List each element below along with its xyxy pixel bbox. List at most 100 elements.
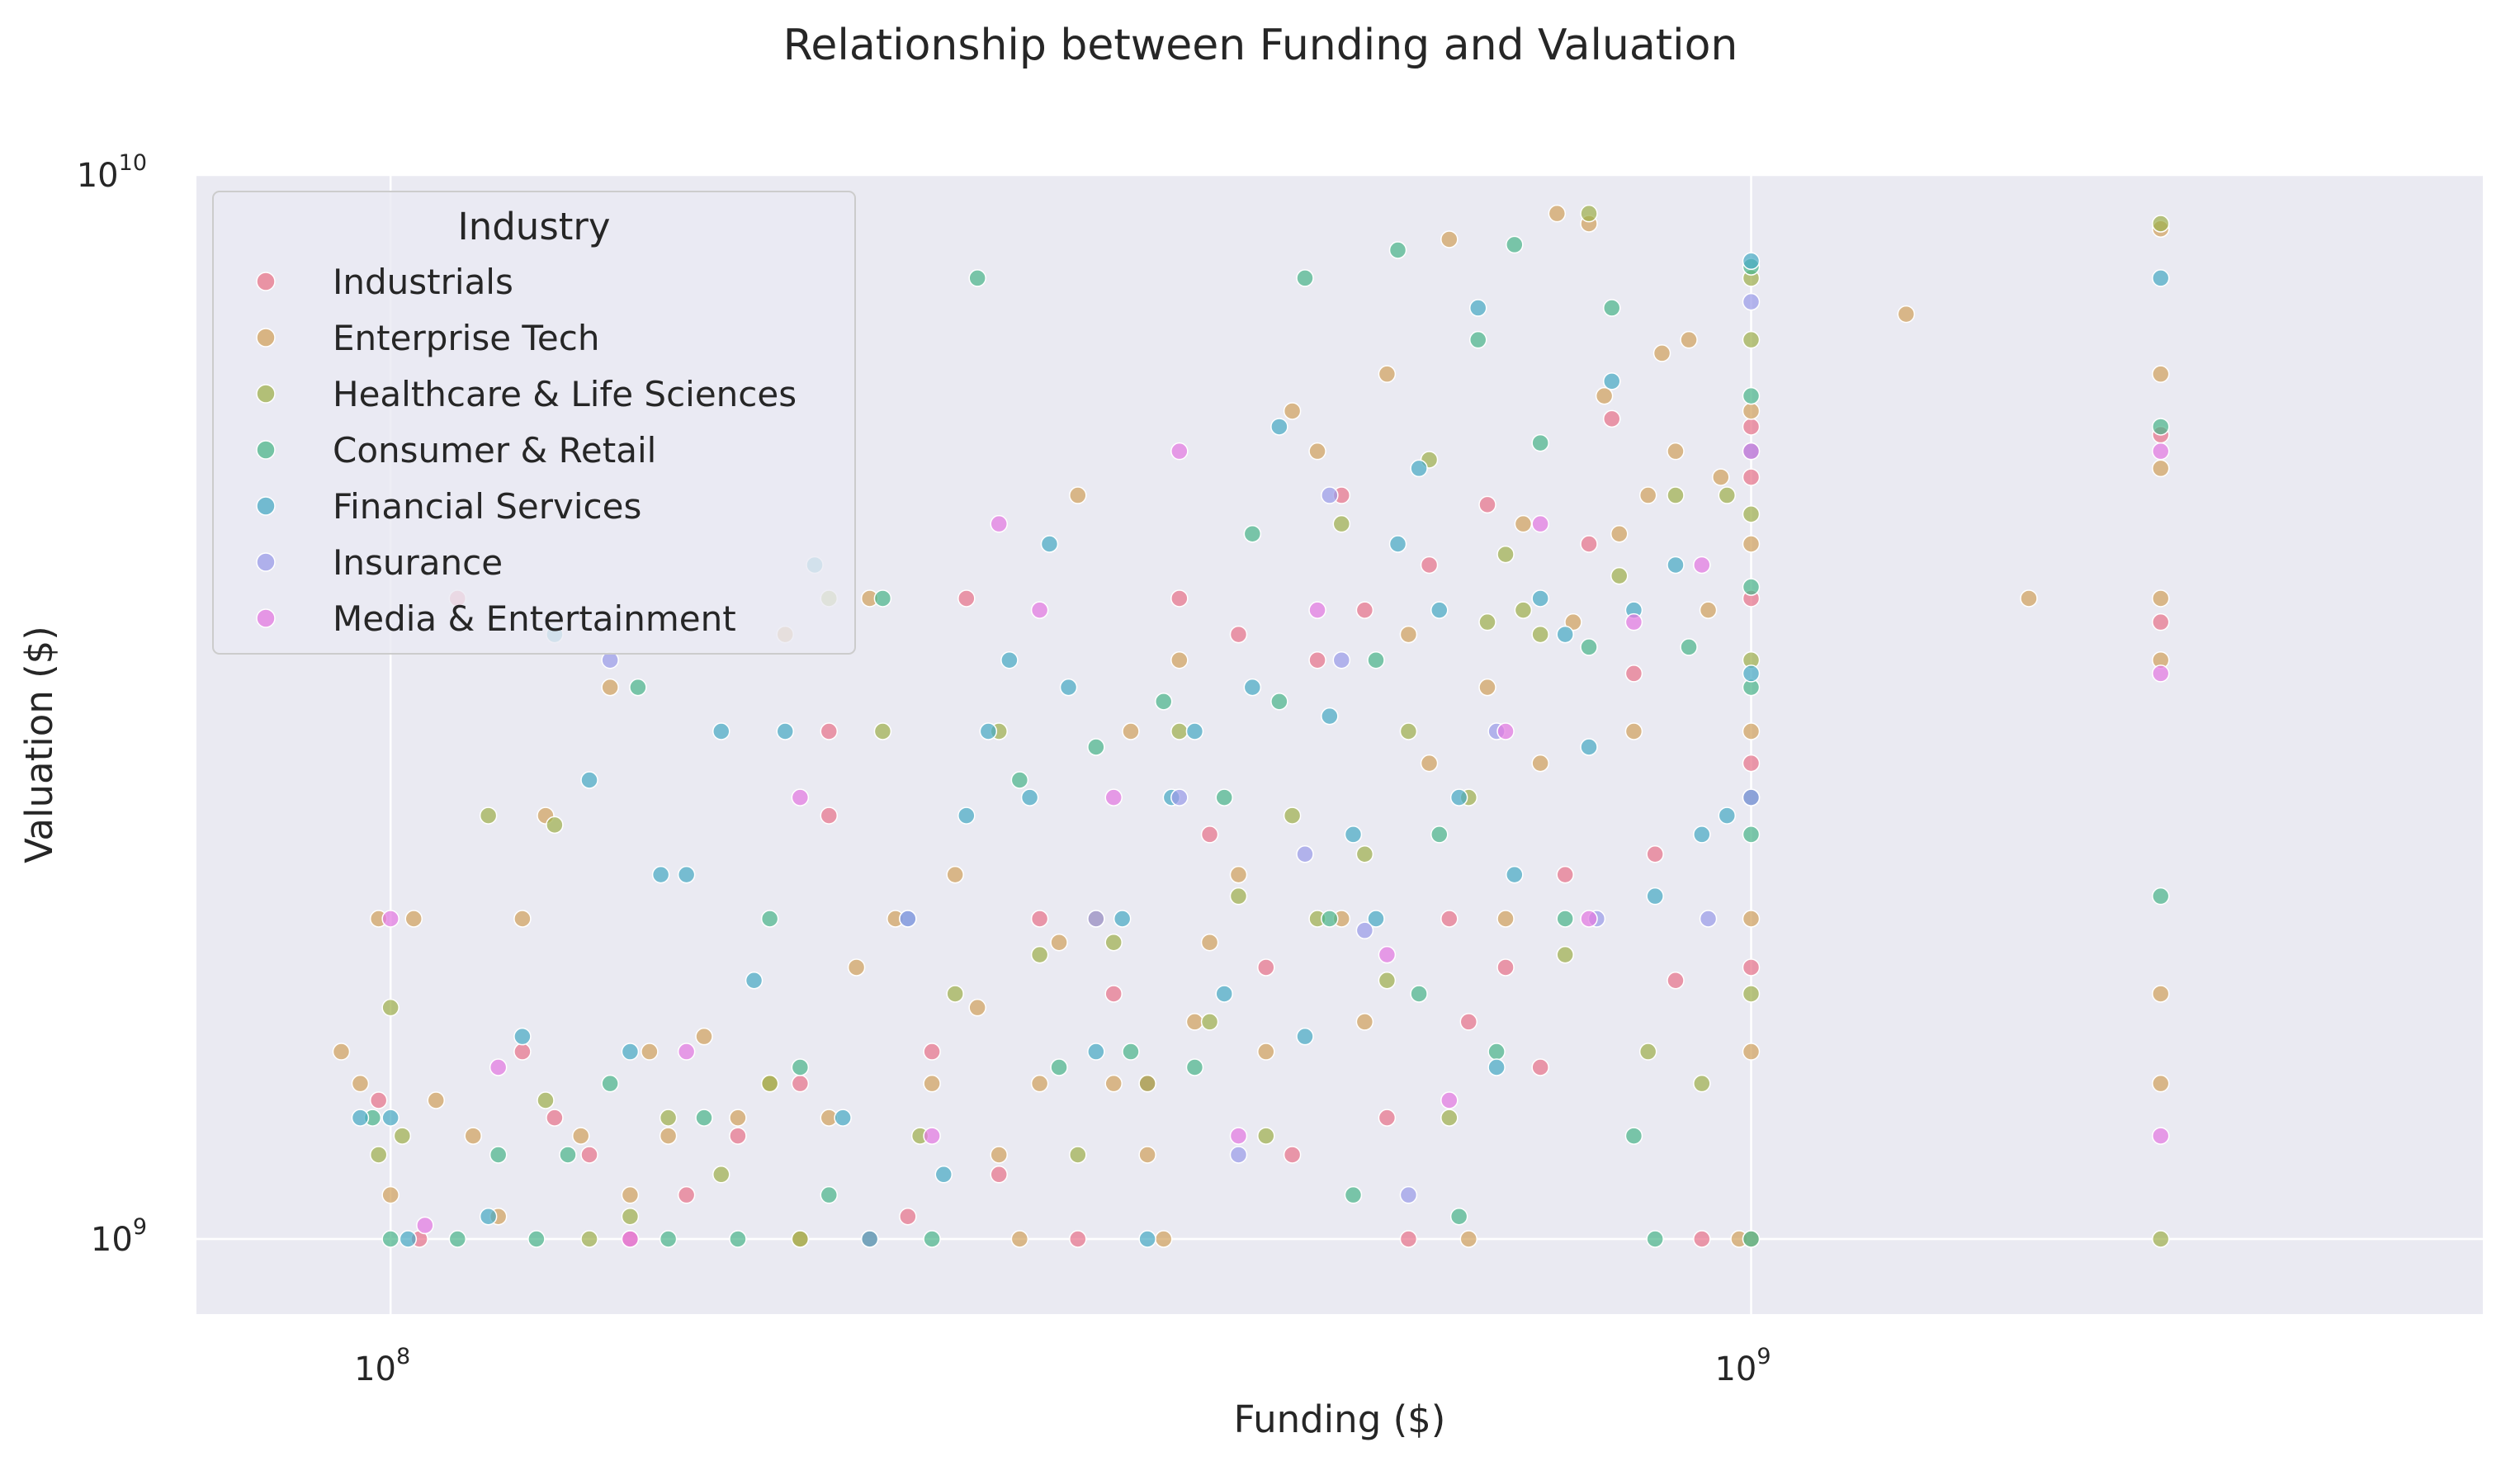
data-points	[332, 204, 2170, 1248]
data-point	[1332, 650, 1351, 669]
data-point	[1496, 910, 1515, 928]
data-point	[1487, 1043, 1506, 1061]
data-point	[1170, 788, 1189, 806]
data-point	[1257, 958, 1275, 977]
data-point	[1355, 921, 1374, 939]
data-point	[1332, 514, 1351, 533]
x-axis-label: Funding ($)	[1234, 1397, 1446, 1441]
legend-marker	[256, 440, 276, 460]
data-point	[2151, 418, 2170, 436]
data-point	[1742, 985, 1761, 1003]
legend-marker	[256, 608, 276, 628]
data-point	[1154, 1230, 1173, 1248]
data-point	[1667, 971, 1685, 990]
data-point	[820, 1185, 839, 1204]
data-point	[1449, 788, 1468, 806]
data-point	[489, 1058, 508, 1076]
data-point	[2151, 664, 2170, 683]
data-point	[1531, 514, 1549, 533]
data-point	[1170, 650, 1189, 669]
data-point	[1104, 985, 1123, 1003]
data-point	[1185, 722, 1204, 740]
data-point	[1556, 625, 1574, 644]
y-tick-exponent: 10	[119, 150, 147, 176]
data-point	[1496, 958, 1515, 977]
data-point	[1742, 468, 1761, 486]
data-point	[1580, 638, 1598, 656]
legend: Industry Industrials Enterprise Tech Healt…	[212, 191, 856, 655]
data-point	[2151, 1127, 2170, 1145]
data-point	[1283, 402, 1302, 420]
data-point	[1170, 589, 1189, 608]
data-point	[601, 1074, 619, 1093]
data-point	[464, 1127, 482, 1145]
data-point	[1699, 601, 1718, 619]
data-point	[1420, 556, 1439, 575]
data-point	[369, 1091, 388, 1109]
data-point	[1556, 865, 1574, 884]
data-point	[1087, 738, 1105, 756]
data-point	[651, 865, 670, 884]
data-point	[2151, 365, 2170, 383]
data-point	[1506, 235, 1524, 254]
data-point	[1638, 1043, 1657, 1061]
data-point	[946, 865, 964, 884]
data-point	[1069, 1146, 1087, 1164]
data-point	[1440, 910, 1459, 928]
data-point	[1296, 1027, 1314, 1046]
data-point	[381, 998, 400, 1017]
data-point	[1229, 625, 1248, 644]
data-point	[923, 1074, 941, 1093]
data-point	[776, 722, 794, 740]
data-point	[621, 1043, 640, 1061]
data-point	[1321, 707, 1339, 726]
data-point	[695, 1109, 713, 1127]
data-point	[1742, 910, 1761, 928]
data-point	[580, 771, 598, 789]
data-point	[899, 1207, 917, 1226]
data-point	[399, 1230, 418, 1248]
data-point	[513, 1027, 532, 1046]
data-point	[1378, 1109, 1397, 1127]
data-point	[1399, 625, 1418, 644]
legend-label: Industrials	[333, 262, 513, 302]
data-point	[1138, 1146, 1156, 1164]
data-point	[695, 1027, 713, 1046]
data-point	[659, 1127, 678, 1145]
x-tick-exponent: 9	[1756, 1344, 1771, 1369]
data-point	[1000, 650, 1019, 669]
data-point	[351, 1074, 370, 1093]
data-point	[1556, 910, 1574, 928]
data-point	[1478, 612, 1496, 631]
data-point	[427, 1091, 446, 1109]
data-point	[677, 865, 696, 884]
data-point	[571, 1127, 590, 1145]
data-point	[1185, 1058, 1204, 1076]
data-point	[1548, 204, 1567, 223]
data-point	[923, 1043, 941, 1061]
data-point	[1059, 678, 1078, 697]
data-point	[990, 1166, 1008, 1184]
data-point	[1742, 535, 1761, 553]
data-point	[1742, 292, 1761, 311]
data-point	[729, 1230, 747, 1248]
data-point	[760, 1074, 779, 1093]
data-point	[791, 1058, 810, 1076]
data-point	[957, 806, 976, 825]
y-tick-exponent: 9	[133, 1214, 147, 1240]
x-tick-exponent: 8	[396, 1344, 410, 1369]
data-point	[834, 1109, 852, 1127]
data-point	[641, 1043, 659, 1061]
data-point	[1185, 1013, 1204, 1031]
data-point	[546, 816, 564, 835]
data-point	[381, 1230, 400, 1248]
data-point	[729, 1109, 747, 1127]
data-point	[381, 1185, 400, 1204]
data-point	[1595, 386, 1614, 405]
data-point	[1215, 985, 1233, 1003]
data-point	[791, 1074, 810, 1093]
legend-marker	[256, 496, 276, 516]
data-point	[659, 1230, 678, 1248]
data-point	[820, 722, 839, 740]
